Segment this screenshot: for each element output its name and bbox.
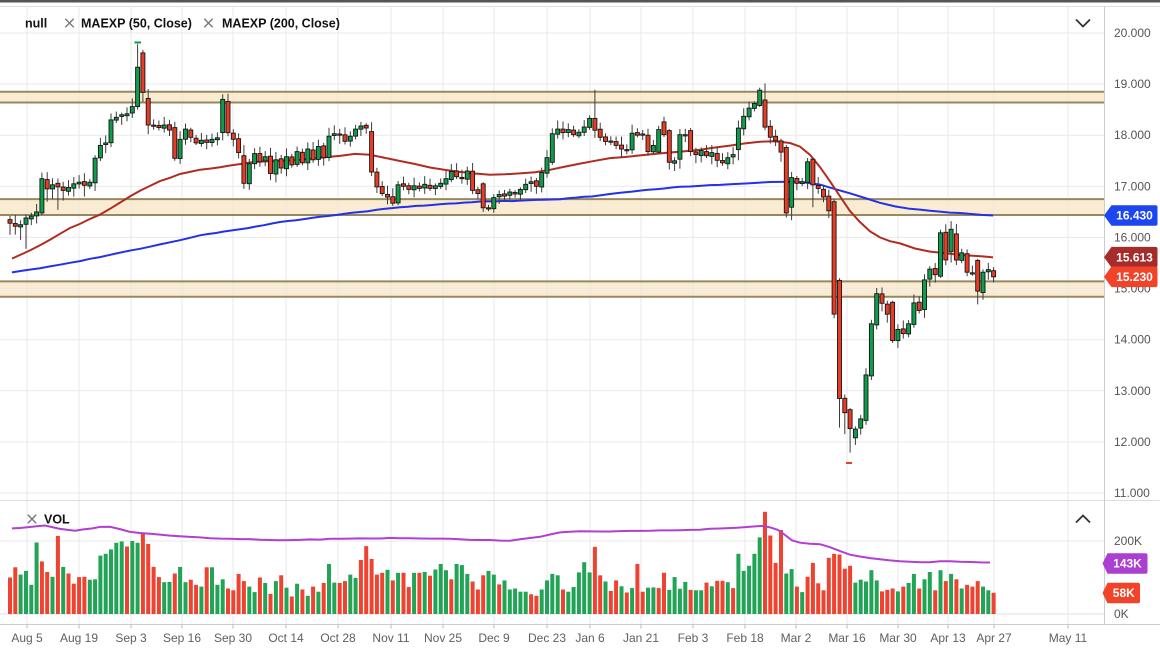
svg-text:Jan 6: Jan 6 bbox=[575, 631, 605, 645]
svg-text:15.613: 15.613 bbox=[1116, 250, 1153, 264]
svg-text:11.000: 11.000 bbox=[1114, 486, 1150, 500]
svg-text:null: null bbox=[25, 17, 47, 31]
svg-text:Mar 16: Mar 16 bbox=[828, 631, 866, 645]
svg-text:MAEXP (50, Close): MAEXP (50, Close) bbox=[81, 17, 192, 31]
svg-text:Apr 27: Apr 27 bbox=[976, 631, 1012, 645]
svg-text:14.000: 14.000 bbox=[1114, 333, 1151, 347]
svg-text:Dec 23: Dec 23 bbox=[528, 631, 566, 645]
svg-text:18.000: 18.000 bbox=[1114, 128, 1151, 142]
svg-text:Oct 28: Oct 28 bbox=[320, 631, 356, 645]
svg-text:Aug 19: Aug 19 bbox=[60, 631, 98, 645]
svg-text:Nov 25: Nov 25 bbox=[424, 631, 462, 645]
svg-text:Feb 18: Feb 18 bbox=[726, 631, 764, 645]
svg-text:Feb 3: Feb 3 bbox=[678, 631, 709, 645]
svg-text:May 11: May 11 bbox=[1049, 631, 1088, 645]
svg-text:Oct 14: Oct 14 bbox=[268, 631, 304, 645]
svg-text:MAEXP (200, Close): MAEXP (200, Close) bbox=[222, 17, 340, 31]
svg-text:Aug 5: Aug 5 bbox=[11, 631, 43, 645]
svg-text:12.000: 12.000 bbox=[1114, 435, 1151, 449]
svg-text:15.230: 15.230 bbox=[1116, 270, 1153, 284]
svg-text:58K: 58K bbox=[1113, 586, 1135, 600]
svg-text:143K: 143K bbox=[1113, 557, 1142, 571]
svg-text:Mar 30: Mar 30 bbox=[879, 631, 917, 645]
svg-text:Dec 9: Dec 9 bbox=[478, 631, 510, 645]
svg-text:19.000: 19.000 bbox=[1114, 77, 1151, 91]
svg-text:200K: 200K bbox=[1114, 534, 1142, 548]
svg-text:Sep 3: Sep 3 bbox=[115, 631, 147, 645]
svg-text:Jan 21: Jan 21 bbox=[623, 631, 659, 645]
svg-text:16.430: 16.430 bbox=[1116, 209, 1153, 223]
svg-text:13.000: 13.000 bbox=[1114, 384, 1151, 398]
svg-text:Sep 30: Sep 30 bbox=[214, 631, 252, 645]
svg-text:Apr 13: Apr 13 bbox=[930, 631, 966, 645]
svg-text:16.000: 16.000 bbox=[1114, 230, 1151, 244]
svg-text:VOL: VOL bbox=[44, 513, 70, 527]
svg-text:Sep 16: Sep 16 bbox=[163, 631, 201, 645]
svg-text:0K: 0K bbox=[1114, 607, 1129, 621]
svg-text:Mar 2: Mar 2 bbox=[781, 631, 812, 645]
svg-text:17.000: 17.000 bbox=[1114, 179, 1151, 193]
svg-text:20.000: 20.000 bbox=[1114, 26, 1151, 40]
svg-text:Nov 11: Nov 11 bbox=[372, 631, 409, 645]
